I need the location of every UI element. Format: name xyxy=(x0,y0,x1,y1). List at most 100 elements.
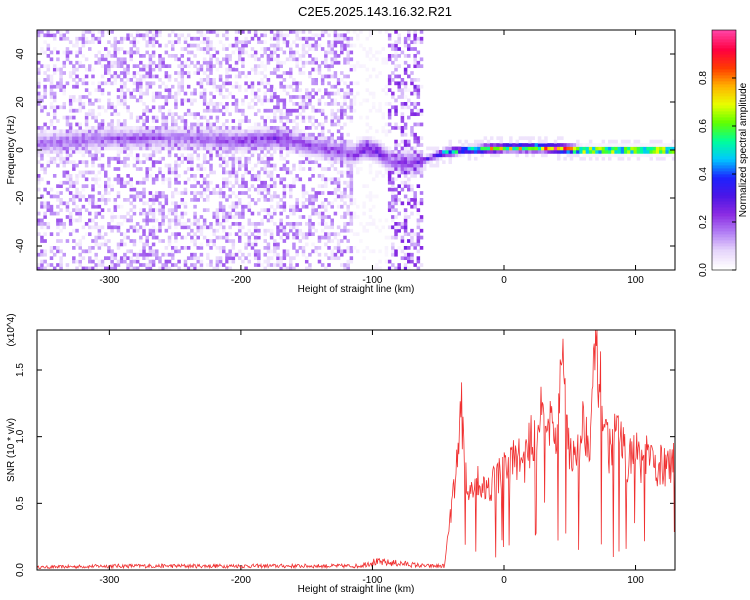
spectrogram-cell xyxy=(413,30,417,34)
spectrogram-cell xyxy=(384,132,389,137)
spectrogram-cell xyxy=(91,225,95,230)
spectrogram-cell xyxy=(282,177,287,182)
spectrogram-cell xyxy=(253,50,258,55)
spectrogram-cell xyxy=(269,235,274,240)
spectrogram-cell xyxy=(199,242,204,247)
spectrogram-cell xyxy=(148,156,153,161)
spectrogram-cell xyxy=(295,198,299,202)
spectrogram-cell xyxy=(375,143,379,147)
spectrogram-cell xyxy=(174,191,178,195)
spectrogram-cell xyxy=(257,126,261,130)
spectrogram-cell xyxy=(301,136,306,141)
spectrogram-cell xyxy=(250,129,255,134)
spectrogram-cell xyxy=(170,167,175,171)
spectrogram-cell xyxy=(202,108,207,113)
spectrogram-cell xyxy=(100,139,105,144)
spectrogram-cell xyxy=(100,194,105,199)
spectrogram-cell xyxy=(314,81,319,86)
spectrogram-cell xyxy=(253,239,258,243)
spectrogram-cell xyxy=(132,43,137,48)
spectrogram-cell xyxy=(231,136,236,141)
spectrogram-cell xyxy=(234,81,239,86)
spectrogram-cell xyxy=(301,235,306,240)
spectrogram-cell xyxy=(142,246,146,250)
spectrogram-cell xyxy=(56,132,60,137)
spectrogram-cell xyxy=(237,30,242,34)
spectrogram-cell xyxy=(110,74,114,79)
spectrogram-cell xyxy=(222,218,226,223)
spectrogram-cell xyxy=(282,266,287,271)
spectrogram-cell xyxy=(304,102,309,106)
spectrogram-cell xyxy=(333,30,338,34)
colorbar-swatch xyxy=(712,147,736,151)
spectrogram-cell xyxy=(202,136,207,141)
spectrogram-cell xyxy=(37,146,41,151)
spectrogram-cell xyxy=(145,119,149,123)
spectrogram-cell xyxy=(155,235,159,240)
spectrogram-cell xyxy=(170,170,175,175)
spectrogram-cell xyxy=(295,57,299,62)
spectrogram-cell xyxy=(145,167,149,171)
spectrogram-cell xyxy=(37,143,41,147)
spectrogram-cell xyxy=(148,208,153,213)
spectrogram-cell xyxy=(292,108,296,113)
x-tick-label: 100 xyxy=(627,575,644,586)
spectrogram-cell xyxy=(384,156,389,161)
spectrogram-cell xyxy=(49,187,54,192)
spectrogram-cell xyxy=(206,47,210,51)
spectrogram-cell xyxy=(167,132,172,137)
spectrogram-cell xyxy=(343,170,347,175)
spectrogram-cell xyxy=(257,122,261,127)
spectrogram-cell xyxy=(139,235,143,240)
spectrogram-cell xyxy=(496,143,500,147)
spectrogram-cell xyxy=(126,263,130,267)
spectrogram-cell xyxy=(311,88,315,93)
spectrogram-cell xyxy=(292,256,296,261)
spectrogram-cell xyxy=(269,129,274,134)
spectrogram-cell xyxy=(289,30,293,34)
spectrogram-cell xyxy=(110,259,114,264)
spectrogram-cell xyxy=(308,119,312,123)
spectrogram-cell xyxy=(228,54,232,58)
spectrogram-cell xyxy=(107,239,111,243)
spectrogram-cell xyxy=(183,191,188,195)
spectrogram-cell xyxy=(387,225,392,230)
spectrogram-cell xyxy=(387,259,392,264)
spectrogram-cell xyxy=(365,115,370,120)
spectrogram-cell xyxy=(113,112,118,117)
spectrogram-cell xyxy=(244,167,248,171)
spectrogram-cell xyxy=(222,57,226,62)
spectrogram-cell xyxy=(37,266,41,271)
spectrogram-cell xyxy=(180,78,185,82)
spectrogram-cell xyxy=(397,95,401,99)
spectrogram-cell xyxy=(161,222,165,226)
spectrogram-cell xyxy=(190,136,194,141)
spectrogram-cell xyxy=(260,115,264,120)
spectrogram-cell xyxy=(301,143,306,147)
spectrogram-cell xyxy=(177,40,181,45)
spectrogram-cell xyxy=(91,156,95,161)
spectrogram-cell xyxy=(289,71,293,75)
spectrogram-cell xyxy=(68,222,73,226)
spectrogram-cell xyxy=(381,153,386,158)
spectrogram-cell xyxy=(282,143,287,147)
spectrogram-cell xyxy=(174,225,178,230)
spectrogram-cell xyxy=(75,84,79,89)
spectrogram-cell xyxy=(304,222,309,226)
spectrogram-cell xyxy=(148,40,153,45)
spectrogram-cell xyxy=(180,115,185,120)
spectrogram-cell xyxy=(180,246,185,250)
spectrogram-cell xyxy=(78,102,82,106)
spectrogram-cell xyxy=(91,160,95,165)
spectrogram-cell xyxy=(65,201,70,206)
spectrogram-cell xyxy=(222,132,226,137)
spectrogram-cell xyxy=(639,150,644,154)
spectrogram-cell xyxy=(49,84,54,89)
spectrogram-cell xyxy=(139,180,143,185)
spectrogram-cell xyxy=(43,225,47,230)
spectrogram-cell xyxy=(84,132,89,137)
spectrogram-cell xyxy=(151,95,156,99)
spectrogram-cell xyxy=(231,201,236,206)
spectrogram-cell xyxy=(88,259,92,264)
spectrogram-cell xyxy=(49,146,54,151)
